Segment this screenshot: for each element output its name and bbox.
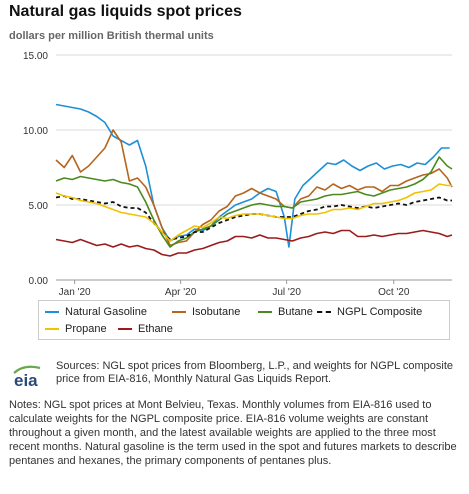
legend-item-ngpl-composite[interactable]: NGPL Composite <box>317 306 422 318</box>
eia-logo: eia <box>13 365 41 389</box>
y-tick-label: 15.00 <box>23 51 48 62</box>
logo-arc <box>13 365 41 374</box>
legend-item-propane[interactable]: Propane <box>45 323 107 335</box>
legend-item-butane[interactable]: Butane <box>258 306 313 318</box>
x-tick-label: Apr '20 <box>165 287 197 298</box>
logo-text: eia <box>14 371 38 389</box>
legend-label: Natural Gasoline <box>65 306 147 318</box>
legend-swatch <box>45 311 59 313</box>
legend-swatch <box>172 311 186 313</box>
line-chart: 15.00 10.00 5.00 0.00 Jan '20 Apr '20 Jul '20 O… <box>23 51 453 298</box>
y-tick-label: 5.00 <box>29 201 49 212</box>
legend-label: NGPL Composite <box>337 306 423 318</box>
notes-text: Notes: NGL spot prices at Mont Belvieu, … <box>9 399 457 467</box>
legend-label: Ethane <box>138 323 173 335</box>
legend-item-ethane[interactable]: Ethane <box>118 323 173 335</box>
chart-legend: Natural Gasoline Isobutane Butane NGPL C… <box>38 300 450 340</box>
series-line-butane <box>55 156 453 248</box>
x-tick-label: Jan '20 <box>59 287 91 298</box>
x-tick-label: Oct '20 <box>378 287 410 298</box>
legend-swatch <box>317 311 331 313</box>
series-line-natural-gasoline <box>55 103 450 248</box>
legend-label: Propane <box>65 323 107 335</box>
sources-note: Sources: NGL spot prices from Bloomberg,… <box>56 360 453 385</box>
legend-swatch <box>45 328 59 330</box>
y-tick-label: 10.00 <box>23 126 48 137</box>
legend-label: Isobutane <box>192 306 241 318</box>
legend-swatch <box>118 328 132 330</box>
series-line-propane <box>55 183 452 242</box>
series-line-ngpl-composite <box>55 195 452 241</box>
legend-swatch <box>258 311 272 313</box>
y-tick-label: 0.00 <box>29 276 49 287</box>
legend-label: Butane <box>278 306 313 318</box>
legend-item-isobutane[interactable]: Isobutane <box>172 306 240 318</box>
series-line-isobutane <box>55 129 453 247</box>
chart-subtitle: dollars per million British thermal unit… <box>9 30 214 42</box>
series-line-ethane <box>55 229 453 257</box>
x-tick-label: Jul '20 <box>272 287 301 298</box>
legend-item-natural-gasoline[interactable]: Natural Gasoline <box>45 306 147 318</box>
chart-title: Natural gas liquids spot prices <box>9 3 242 20</box>
